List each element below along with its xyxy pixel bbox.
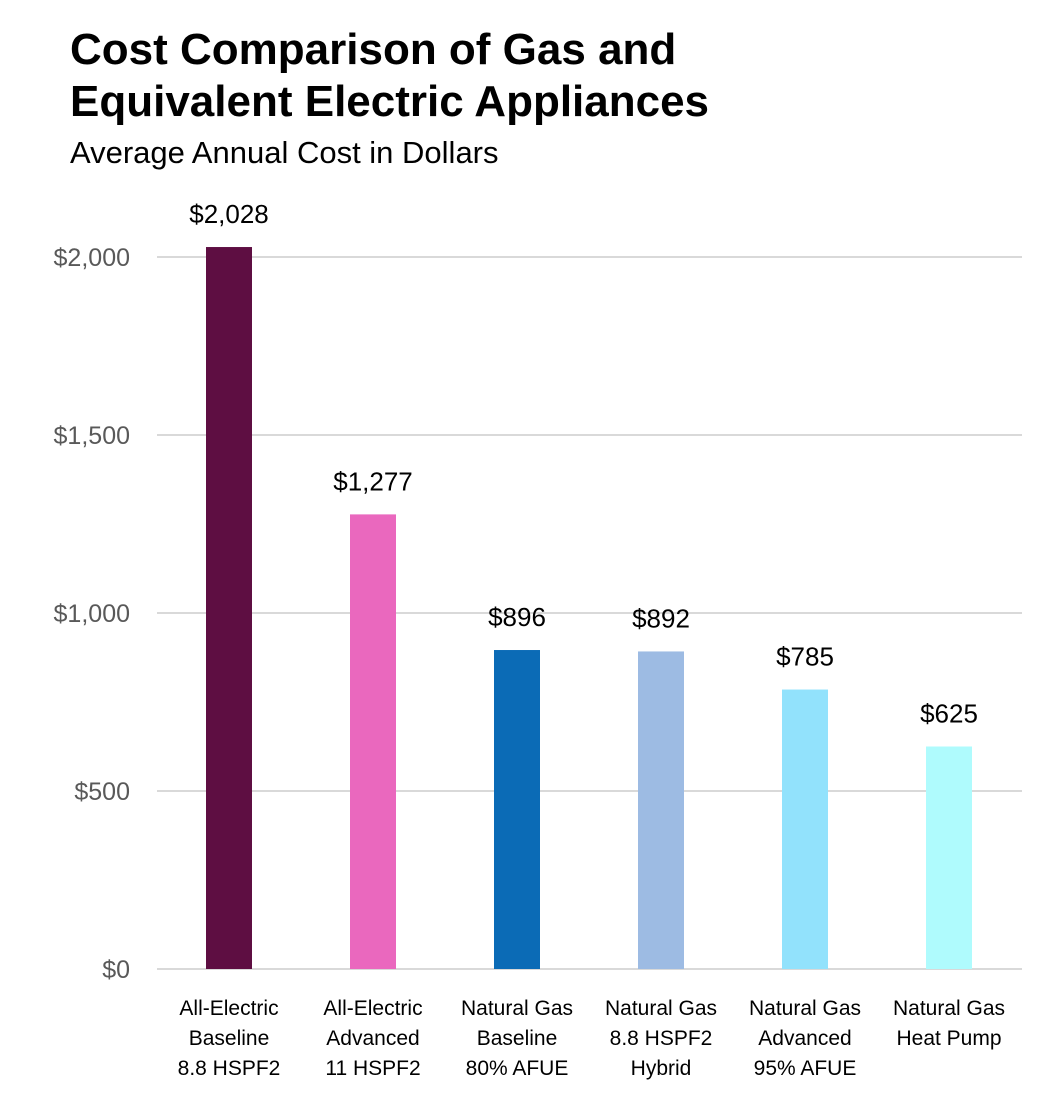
chart-title: Cost Comparison of Gas and Equivalent El… [70,24,1030,128]
y-tick-label: $500 [74,778,130,806]
category-label-line: Natural Gas [461,997,573,1020]
chart-title-line-2: Equivalent Electric Appliances [70,77,710,126]
chart-subtitle: Average Annual Cost in Dollars [70,135,499,170]
category-label-line: 8.8 HSPF2 [178,1057,281,1080]
bar [206,247,252,970]
category-label-line: Advanced [326,1027,419,1050]
chart-title-line-1: Cost Comparison of Gas and [70,25,677,74]
category-label-line: 95% AFUE [754,1057,857,1080]
y-tick-label: $1,000 [54,600,130,628]
category-label-line: Natural Gas [749,997,861,1020]
category-label-line: Baseline [477,1027,558,1050]
data-label: $2,028 [189,199,269,229]
data-label: $785 [776,642,834,672]
category-label-line: All-Electric [179,997,278,1020]
bar [782,689,828,969]
bar [926,746,972,969]
data-label: $625 [920,699,978,729]
data-label: $892 [632,603,690,633]
bar [494,650,540,969]
data-label: $1,277 [333,466,413,496]
bar [638,651,684,969]
category-label-line: Natural Gas [605,997,717,1020]
data-label: $896 [488,602,546,632]
category-label-line: Hybrid [631,1057,692,1080]
y-tick-label: $2,000 [54,244,130,272]
category-label-line: Advanced [758,1027,851,1050]
data-labels: $2,028 $1,277 $896 $892 $785 $625 [189,199,978,728]
y-axis-tick-labels: $0 $500 $1,000 $1,500 $2,000 [54,244,130,984]
x-axis-category-labels: All-Electric Baseline 8.8 HSPF2 All-Electri… [178,997,1005,1080]
category-label-line: Baseline [189,1027,270,1050]
category-label-line: All-Electric [323,997,422,1020]
category-label-line: 11 HSPF2 [325,1057,420,1080]
category-label-line: Heat Pump [896,1027,1001,1050]
y-tick-label: $1,500 [54,422,130,450]
bar [350,514,396,969]
category-label-line: 80% AFUE [466,1057,569,1080]
gridlines [157,256,1022,970]
bars [206,247,972,970]
y-tick-label: $0 [102,956,130,984]
category-label-line: 8.8 HSPF2 [610,1027,713,1050]
category-label-line: Natural Gas [893,997,1005,1020]
